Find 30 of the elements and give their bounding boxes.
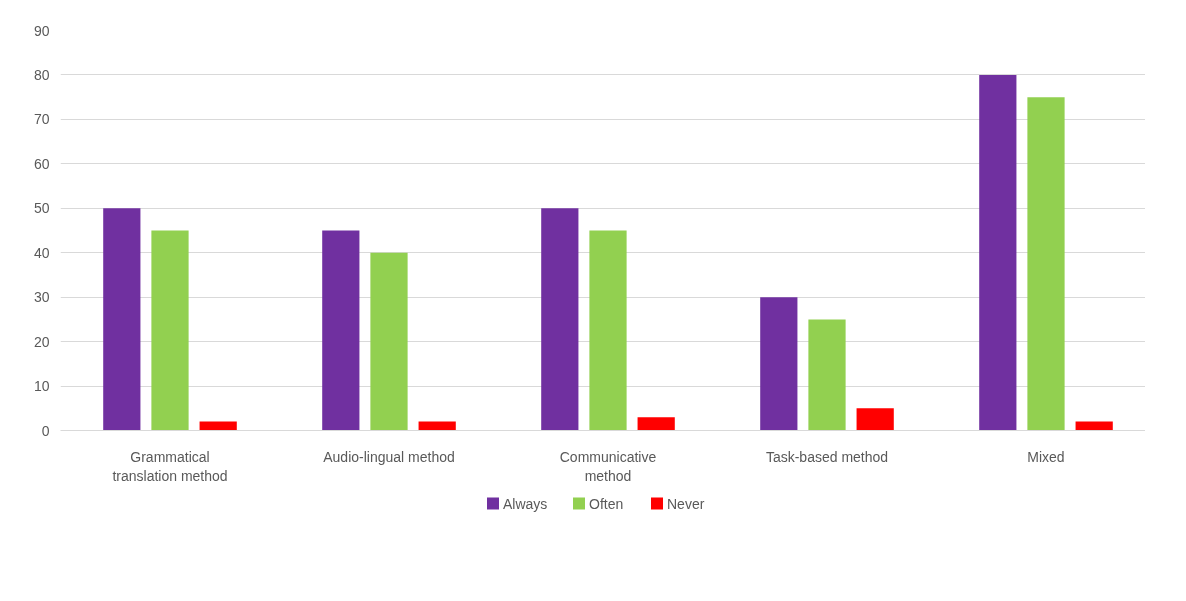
bar (541, 208, 579, 431)
x-tick-label: Task-based method (765, 448, 889, 465)
y-tick-label: 80 (33, 66, 50, 83)
bar (979, 74, 1017, 431)
y-tick-label: 50 (33, 200, 50, 217)
y-tick-label: 60 (33, 155, 50, 172)
y-tick-label: 20 (33, 333, 50, 350)
y-tick-label: 0 (41, 422, 50, 439)
bar (103, 208, 141, 431)
bar (856, 408, 894, 431)
bar (637, 417, 675, 431)
y-tick-label: 90 (33, 22, 50, 39)
x-tick-label: Mixed (1027, 448, 1065, 465)
y-tick-label: 30 (33, 289, 50, 306)
x-tick-label: Communicative method (559, 448, 657, 484)
y-tick-label: 70 (33, 111, 50, 128)
bar (808, 319, 846, 431)
y-tick-label: 10 (33, 378, 50, 395)
x-tick-label: Audio-lingual method (323, 448, 455, 465)
legend-label: Never (667, 495, 705, 512)
bar (760, 297, 798, 431)
bar (589, 230, 627, 431)
x-tick-label: Grammatical translation method (112, 448, 228, 484)
legend-label: Often (589, 495, 624, 512)
bar (151, 230, 189, 431)
y-tick-label: 40 (33, 244, 50, 261)
bar (370, 252, 408, 431)
bar (322, 230, 360, 431)
bar (1027, 97, 1065, 431)
legend-label: Always (503, 495, 548, 512)
